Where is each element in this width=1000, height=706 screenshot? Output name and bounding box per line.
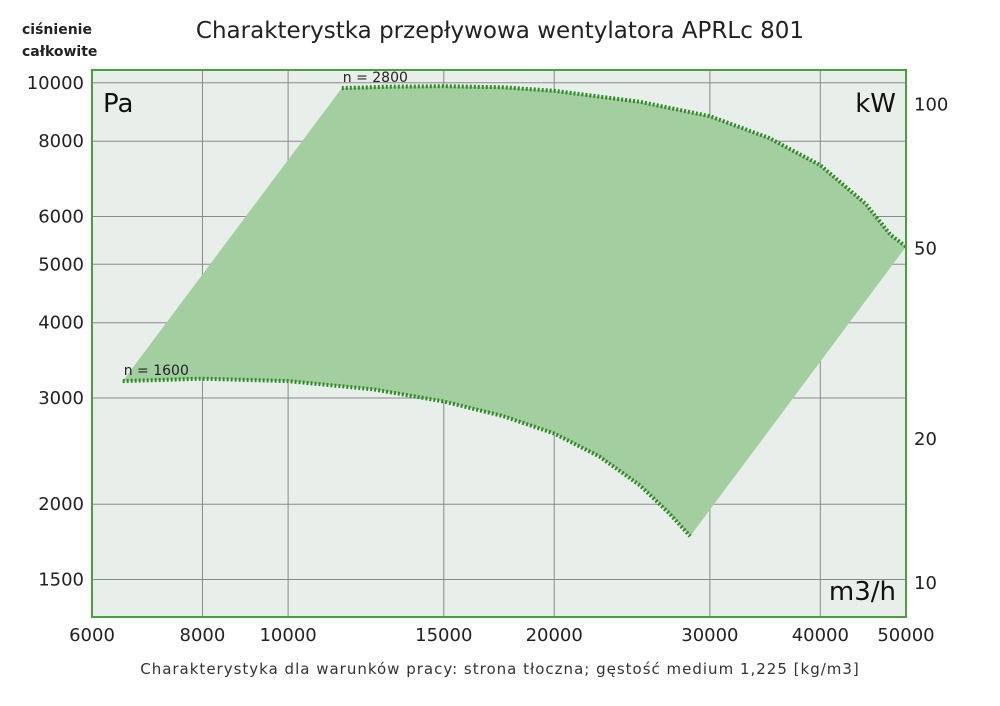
x-axis-ticks: 6000 8000 10000 15000 20000 30000 40000 50000 <box>69 625 935 646</box>
operating-range-area <box>122 86 906 537</box>
y-tick-label: 5000 <box>38 254 84 275</box>
y-tick-label: 4000 <box>38 313 84 334</box>
y2-unit-label: kW <box>855 89 896 119</box>
speed-curve-label-2: n = 2800 <box>343 70 408 86</box>
x-tick-label: 50000 <box>877 625 934 646</box>
y-axis-title-line-1: ciśnienie <box>22 22 92 38</box>
x-tick-label: 20000 <box>526 625 583 646</box>
x-tick-label: 8000 <box>180 625 226 646</box>
y2-tick-label: 10 <box>914 573 937 594</box>
x-tick-label: 40000 <box>792 625 849 646</box>
y-tick-label: 6000 <box>38 207 84 228</box>
speed-curve-1 <box>122 376 692 538</box>
x-tick-label: 6000 <box>69 625 115 646</box>
x-tick-label: 15000 <box>415 625 472 646</box>
y2-tick-label: 100 <box>914 94 948 115</box>
speed-curve-label-1: n = 1600 <box>124 363 189 379</box>
y-tick-label: 3000 <box>38 388 84 409</box>
y2-tick-label: 50 <box>914 239 937 260</box>
plot-frame <box>91 69 907 618</box>
y-tick-label: 2000 <box>38 494 84 515</box>
y2-tick-label: 20 <box>914 429 937 450</box>
y-tick-label: 8000 <box>38 131 84 152</box>
speed-curve-2 <box>341 84 908 249</box>
y-axis-ticks: 1500 2000 3000 4000 5000 6000 8000 10000 <box>27 73 84 591</box>
chart-title: Charakterystka przepływowa wentylatora A… <box>195 18 805 44</box>
y-axis-title-line-2: całkowite <box>22 44 98 60</box>
y-tick-label: 10000 <box>27 73 84 94</box>
speed-curves: n = 1600 n = 2800 <box>122 70 908 538</box>
y2-axis-ticks: 10 20 50 100 <box>914 94 948 594</box>
x-tick-label: 30000 <box>681 625 738 646</box>
x-tick-label: 10000 <box>259 625 316 646</box>
chart-footnote: Charakterystyka dla warunków pracy: stro… <box>140 660 860 678</box>
y-tick-label: 1500 <box>38 570 84 591</box>
x-unit-label: m3/h <box>829 577 896 607</box>
y-unit-label: Pa <box>103 89 133 119</box>
